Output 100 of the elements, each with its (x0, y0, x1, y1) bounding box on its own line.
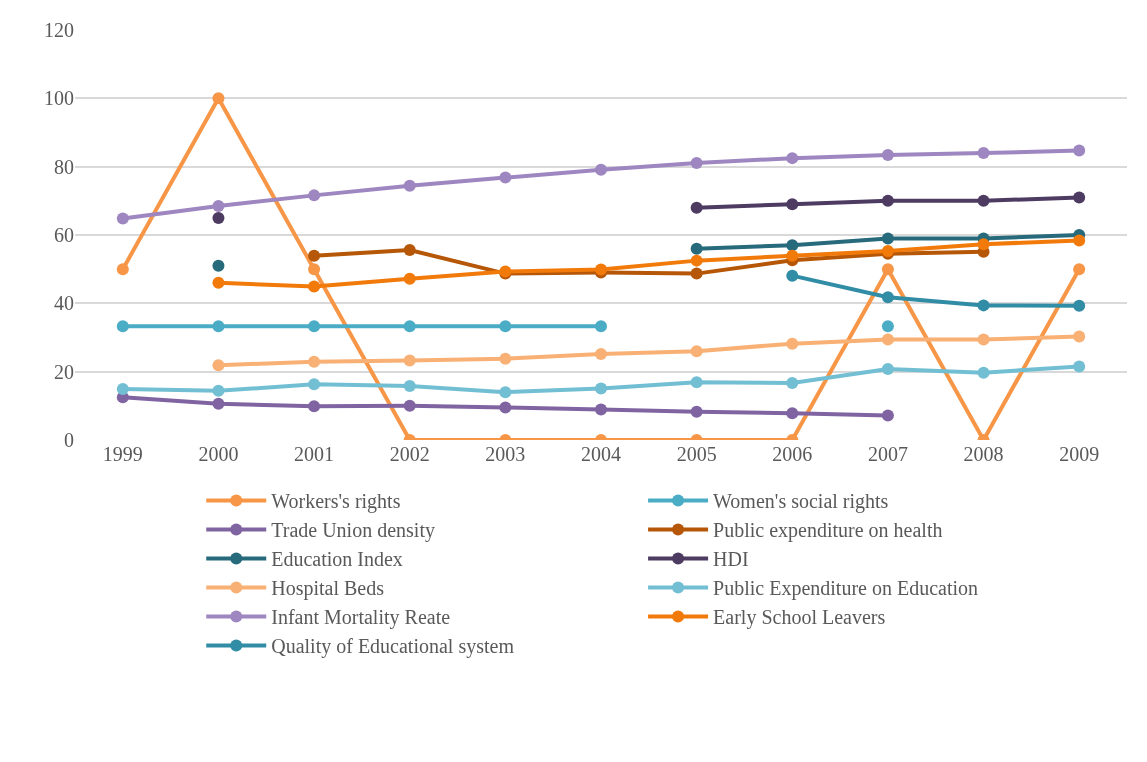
point (690, 376, 703, 389)
x-tick-label: 2006 (772, 443, 813, 465)
point (212, 92, 225, 105)
point (403, 179, 416, 192)
point (212, 276, 225, 289)
point (786, 152, 799, 165)
x-tick-label: 2002 (389, 443, 430, 465)
x-tick-label: 2000 (198, 443, 239, 465)
point (308, 280, 321, 293)
point (499, 352, 512, 365)
point (116, 263, 129, 276)
point (881, 362, 894, 375)
x-tick-label: 2005 (676, 443, 717, 465)
point (308, 249, 321, 262)
point (881, 291, 894, 304)
point (881, 149, 894, 162)
point (308, 378, 321, 391)
point (116, 212, 129, 225)
point (977, 147, 990, 159)
point (977, 366, 990, 379)
point (690, 345, 703, 358)
point (786, 249, 799, 262)
point (1073, 191, 1086, 204)
point (1073, 299, 1086, 312)
point (1073, 263, 1086, 276)
point (881, 409, 894, 422)
point (403, 244, 416, 257)
point (212, 397, 225, 410)
point (499, 386, 512, 399)
point (690, 242, 703, 255)
legend-label: HDI (713, 548, 749, 571)
point (786, 198, 799, 211)
y-tick-label: 20 (54, 360, 74, 383)
point (786, 337, 799, 350)
point (595, 403, 607, 416)
y-tick-label: 0 (64, 429, 74, 451)
point (595, 382, 607, 395)
legend-label: Women's social rights (713, 490, 889, 514)
y-tick-label: 60 (54, 224, 74, 246)
point (403, 272, 416, 285)
point (403, 354, 416, 367)
point (786, 239, 799, 252)
point (690, 156, 703, 169)
point (212, 384, 225, 397)
point (977, 299, 990, 312)
point (116, 320, 129, 333)
x-tick-label: 2004 (581, 443, 621, 465)
point (212, 359, 225, 372)
point (595, 347, 607, 360)
legend-label: Quality of Educational system (271, 635, 515, 659)
point (308, 263, 321, 276)
y-tick-label: 80 (54, 155, 74, 178)
point (786, 376, 799, 389)
point (308, 189, 321, 202)
x-tick-label: 1999 (102, 443, 143, 465)
point (499, 171, 512, 184)
point (690, 254, 703, 267)
point (786, 269, 799, 282)
point (116, 383, 129, 396)
legend-label: Education Index (271, 548, 403, 571)
point (1073, 360, 1086, 373)
point (786, 407, 799, 420)
legend-label: Infant Mortality Reate (271, 606, 451, 630)
point (977, 333, 990, 346)
point (403, 399, 416, 412)
point (690, 267, 703, 280)
point (1073, 144, 1086, 157)
point (1073, 234, 1086, 247)
point (881, 263, 894, 276)
legend-label: Early School Leavers (713, 606, 886, 630)
point (212, 320, 225, 333)
legend-label: Public expenditure on health (713, 519, 943, 543)
y-tick-label: 120 (44, 19, 74, 41)
x-tick-label: 2009 (1059, 443, 1100, 465)
point (212, 211, 225, 224)
point (308, 355, 321, 368)
point (881, 320, 894, 333)
point (690, 201, 703, 214)
point (308, 400, 321, 413)
y-tick-label: 100 (44, 87, 74, 110)
point (212, 259, 225, 272)
point (690, 405, 703, 418)
point (403, 380, 416, 393)
y-tick-label: 40 (54, 292, 74, 315)
point (977, 194, 990, 207)
point (881, 194, 894, 207)
point (881, 333, 894, 346)
point (1073, 330, 1086, 343)
point (308, 320, 321, 333)
x-tick-label: 2003 (485, 443, 526, 465)
point (499, 320, 512, 333)
point (595, 163, 607, 176)
point (595, 320, 607, 333)
point (403, 320, 416, 333)
legend-label: Public Expenditure on Education (713, 577, 979, 601)
point (499, 401, 512, 414)
x-tick-label: 2001 (294, 443, 335, 465)
legend-label: Trade Union density (271, 519, 435, 543)
legend-label: Workers's rights (271, 490, 401, 514)
legend-label: Hospital Beds (271, 577, 385, 601)
